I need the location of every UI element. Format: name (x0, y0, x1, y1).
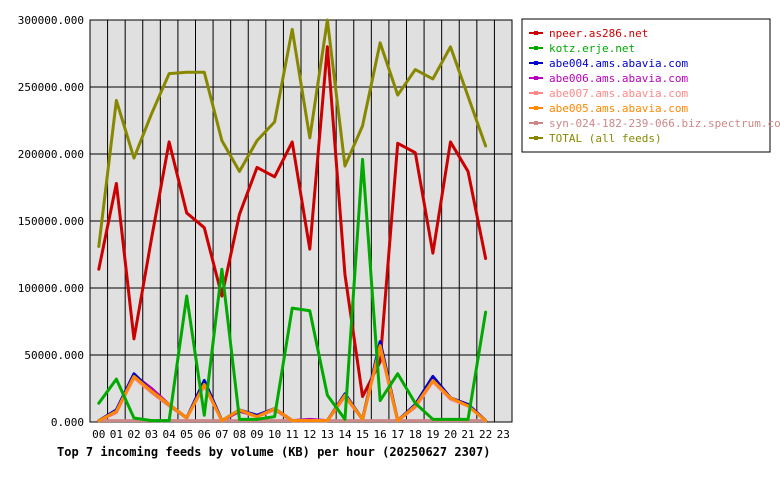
x-tick-label: 10 (268, 428, 281, 441)
series-line (97, 18, 488, 248)
legend-marker (534, 61, 538, 65)
x-tick-label: 02 (127, 428, 140, 441)
y-tick-label: 100000.000 (18, 282, 84, 295)
x-axis-ticks: 00 01 02 03 04 05 06 07 08 09 10 11 12 13 14 15 16 17 18 19… (92, 428, 510, 441)
x-tick-label: 09 (250, 428, 263, 441)
y-tick-label: 300000.000 (18, 14, 84, 27)
legend-label: abe005.ams.abavia.com (549, 102, 688, 115)
x-tick-label: 11 (286, 428, 299, 441)
legend-marker (534, 31, 538, 35)
legend-marker (534, 76, 538, 80)
x-tick-label: 15 (356, 428, 369, 441)
x-tick-label: 17 (391, 428, 404, 441)
legend-label: TOTAL (all feeds) (549, 132, 662, 145)
x-tick-label: 18 (409, 428, 422, 441)
x-tick-label: 23 (497, 428, 510, 441)
y-tick-label: 250000.000 (18, 81, 84, 94)
legend-label: syn-024-182-239-066.biz.spectrum.com (549, 117, 780, 130)
chart-title: Top 7 incoming feeds by volume (KB) per … (57, 445, 490, 459)
y-tick-label: 0.000 (51, 416, 84, 429)
legend-label: abe006.ams.abavia.com (549, 72, 688, 85)
y-axis-ticks: 0.000 50000.000 100000.000 150000.000 200000… (18, 14, 84, 429)
legend-box (521, 18, 771, 153)
series-line (97, 45, 488, 399)
x-tick-label: 04 (163, 428, 177, 441)
x-tick-label: 14 (338, 428, 352, 441)
x-tick-label: 12 (303, 428, 316, 441)
y-tick-label: 50000.000 (24, 349, 84, 362)
x-tick-label: 22 (479, 428, 492, 441)
legend-marker (534, 106, 538, 110)
series-line (97, 344, 488, 423)
series-lines (97, 18, 488, 423)
legend-marker (534, 46, 538, 50)
legend-marker (534, 136, 538, 140)
x-tick-label: 16 (374, 428, 387, 441)
legend: npeer.as286.net kotz.erje.net abe004.ams.a… (521, 18, 780, 153)
legend-label: kotz.erje.net (549, 42, 635, 55)
x-tick-label: 00 (92, 428, 105, 441)
legend-marker (534, 91, 538, 95)
x-tick-label: 21 (461, 428, 474, 441)
x-tick-label: 13 (321, 428, 334, 441)
legend-label: abe007.ams.abavia.com (549, 87, 688, 100)
y-tick-label: 200000.000 (18, 148, 84, 161)
x-tick-label: 01 (110, 428, 123, 441)
x-tick-label: 07 (215, 428, 228, 441)
series-line (97, 157, 488, 423)
x-tick-label: 20 (444, 428, 457, 441)
legend-label: npeer.as286.net (549, 27, 648, 40)
x-tick-label: 08 (233, 428, 246, 441)
legend-label: abe004.ams.abavia.com (549, 57, 688, 70)
x-tick-label: 03 (145, 428, 158, 441)
x-tick-label: 05 (180, 428, 193, 441)
x-tick-label: 06 (198, 428, 211, 441)
y-tick-label: 150000.000 (18, 215, 84, 228)
x-tick-label: 19 (426, 428, 439, 441)
legend-marker (534, 121, 538, 125)
